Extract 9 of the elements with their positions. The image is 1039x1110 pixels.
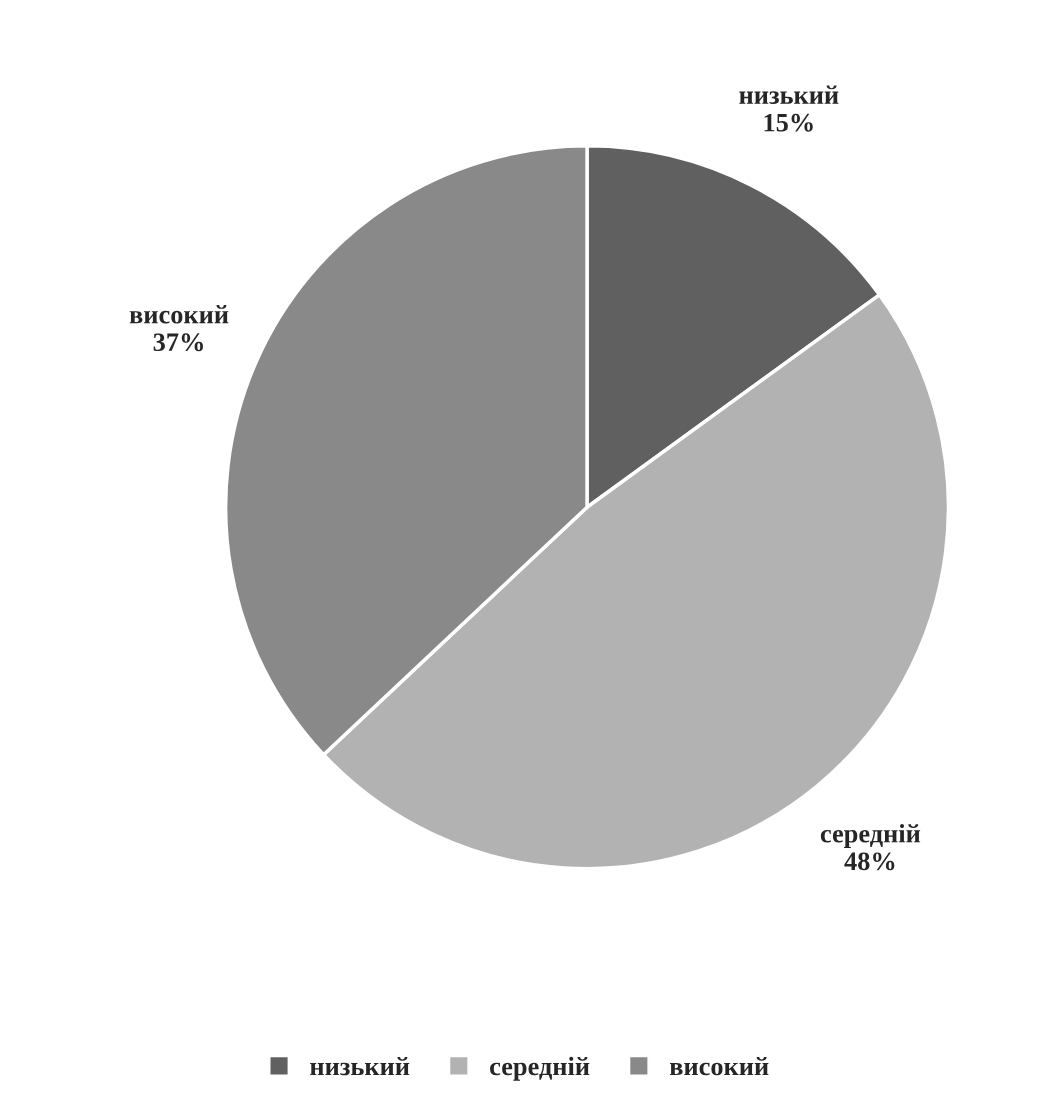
data-label: 15% [764,113,813,132]
data-label: 48% [844,852,895,871]
legend-label: високий [669,1056,769,1076]
slice-label: високий [129,305,229,324]
legend-label: середній [490,1056,590,1081]
data-label: 37% [153,333,203,352]
slice-label: низький [739,85,839,104]
slice-label: середній [820,824,921,848]
legend-label: низький [310,1056,410,1076]
